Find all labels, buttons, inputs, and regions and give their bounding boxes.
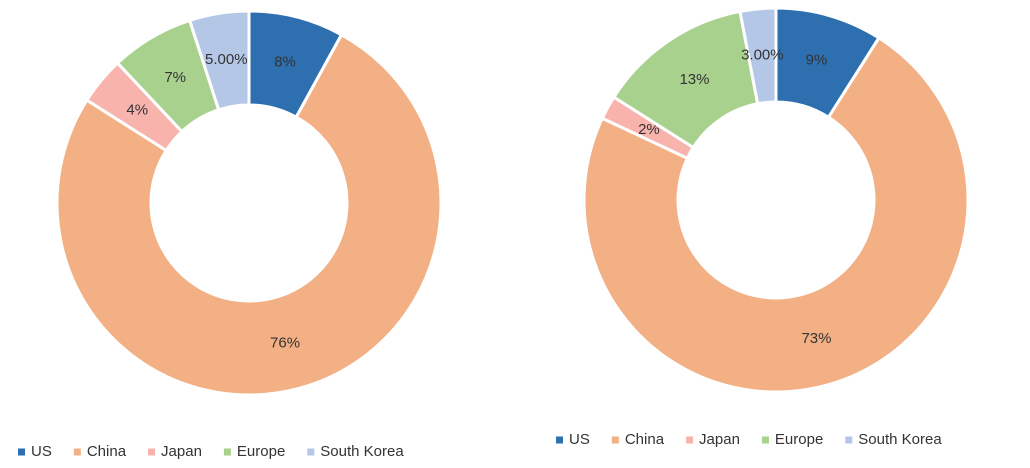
legend-label: Japan: [161, 443, 202, 460]
legend-label: Europe: [237, 443, 285, 460]
data-label: 7%: [164, 69, 186, 86]
legend-label: US: [31, 443, 52, 460]
donut-slice: [738, 6, 778, 106]
legend-marker: [556, 436, 563, 444]
legend-label: Europe: [775, 431, 823, 448]
data-label: 76%: [270, 334, 300, 351]
data-label: 8%: [274, 54, 296, 71]
donut-slice: [55, 32, 443, 397]
data-label: 73%: [801, 330, 831, 347]
legend-label: South Korea: [320, 443, 404, 460]
legend-marker: [845, 436, 853, 444]
data-label: 9%: [806, 52, 828, 69]
legend-marker: [73, 448, 81, 456]
legend-marker: [148, 448, 156, 456]
donut-slice: [187, 9, 251, 112]
legend-label: China: [625, 431, 665, 448]
legend-label: Japan: [699, 431, 740, 448]
data-label: 2%: [638, 121, 660, 138]
legend-marker: [761, 436, 769, 444]
data-label: 4%: [126, 102, 148, 119]
legend-label: South Korea: [858, 431, 942, 448]
data-label: 13%: [679, 71, 709, 88]
legend-marker: [223, 448, 231, 456]
legend-marker: [18, 448, 25, 456]
data-label: 3.00%: [741, 47, 784, 64]
legend-label: China: [87, 443, 127, 460]
donut-slice: [582, 35, 970, 394]
legend-marker: [686, 436, 694, 444]
legend-marker: [307, 448, 315, 456]
legend-marker: [611, 436, 619, 444]
data-label: 5.00%: [205, 51, 248, 68]
legend-label: US: [569, 431, 590, 448]
